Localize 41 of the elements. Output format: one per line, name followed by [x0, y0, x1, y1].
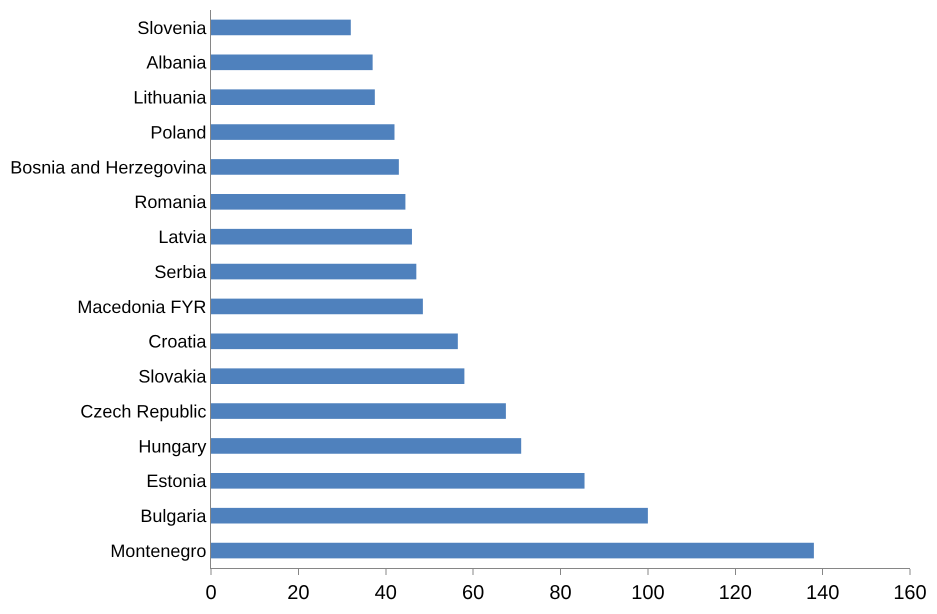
- bar: [211, 368, 464, 384]
- y-tick-label: Slovenia: [137, 18, 208, 38]
- bar: [211, 159, 399, 175]
- y-tick-label: Macedonia FYR: [77, 296, 206, 317]
- y-tick-label: Slovakia: [138, 366, 208, 386]
- bar: [211, 298, 423, 314]
- bar: [211, 194, 406, 210]
- bar: [211, 542, 814, 558]
- x-tick-label: 20: [287, 582, 310, 604]
- x-tick-label: 120: [718, 582, 752, 604]
- bar: [211, 472, 585, 489]
- bar: [211, 403, 506, 419]
- bar: [211, 264, 416, 280]
- bar: [211, 20, 351, 36]
- y-tick-label: Poland: [150, 122, 206, 142]
- y-tick-label: Romania: [134, 192, 208, 212]
- bar: [211, 438, 522, 454]
- y-tick-label: Montenegro: [110, 540, 206, 561]
- x-tick-label: 80: [549, 582, 572, 604]
- y-tick-label: Serbia: [154, 262, 208, 282]
- bar: [211, 54, 373, 70]
- x-tick-label: 140: [806, 582, 840, 604]
- y-tick-label: Albania: [146, 52, 208, 73]
- y-tick-label: Hungary: [138, 436, 206, 456]
- y-tick-label: Latvia: [158, 226, 208, 247]
- bar: [211, 124, 394, 140]
- y-tick-label: Croatia: [148, 332, 208, 352]
- y-tick-label: Lithuania: [133, 87, 208, 108]
- x-tick-label: 60: [462, 582, 484, 604]
- bar: [211, 89, 375, 106]
- y-tick-label: Estonia: [146, 471, 208, 492]
- x-tick-label: 40: [374, 582, 397, 604]
- x-tick-label: 160: [893, 582, 927, 604]
- bar: [211, 508, 648, 524]
- bar: [211, 333, 458, 350]
- x-tick-label: 0: [205, 582, 217, 604]
- bar: [211, 228, 412, 245]
- y-tick-label: Bulgaria: [140, 506, 208, 526]
- y-tick-label: Bosnia and Herzegovina: [10, 157, 208, 178]
- x-tick-label: 100: [631, 582, 665, 604]
- y-tick-label: Czech Republic: [80, 401, 206, 422]
